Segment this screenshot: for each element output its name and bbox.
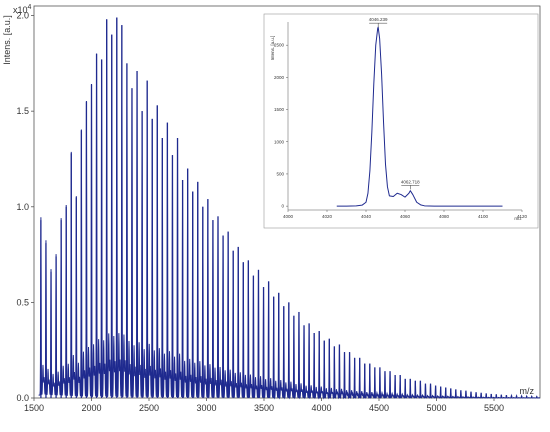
x-tick-label: 2000 — [81, 403, 101, 413]
inset-x-tick-label: 4100 — [478, 214, 489, 219]
x-tick-label: 2500 — [139, 403, 159, 413]
x-tick-label: 3500 — [254, 403, 274, 413]
x-tick-label: 4000 — [311, 403, 331, 413]
y-tick-label: 1.0 — [16, 202, 29, 212]
x-tick-label: 5000 — [426, 403, 446, 413]
inset-x-tick-label: 4040 — [361, 214, 372, 219]
y-tick-label: 0.0 — [16, 393, 29, 403]
y-tick-label: 1.5 — [16, 106, 29, 116]
inset-y-tick-label: 0 — [281, 204, 284, 209]
x-tick-label: 1500 — [24, 403, 44, 413]
inset-y-tick-label: 500 — [276, 171, 284, 176]
y-axis-label: Intens. [a.u.] — [2, 15, 12, 65]
main-spectrum-plot: 0.0 0.5 1.0 1.5 2.0 1500 2000 2500 3000 3500 4000 4… — [2, 4, 541, 413]
y-multiplier: x104 — [13, 4, 32, 15]
peak-annotation-label: 4046.239 — [369, 17, 388, 22]
inset-y-tick-label: 2500 — [274, 43, 285, 48]
inset-x-tick-label: 4120 — [517, 214, 528, 219]
inset-x-tick-label: 4060 — [400, 214, 411, 219]
inset-x-axis-label: m/z — [514, 216, 522, 221]
inset-y-axis-label: Intens. [a.u.] — [270, 36, 275, 61]
inset-y-tick-label: 2000 — [274, 75, 285, 80]
inset-x-tick-label: 4000 — [283, 214, 294, 219]
main-plot-frame — [33, 5, 541, 399]
inset-y-tick-label: 1500 — [274, 107, 285, 112]
x-tick-label: 5500 — [484, 403, 504, 413]
inset-y-tick-label: 1000 — [274, 139, 285, 144]
x-tick-label: 3000 — [196, 403, 216, 413]
inset-frame — [263, 13, 539, 229]
y-tick-label: 0.5 — [16, 297, 29, 307]
inset-spectrum-plot: 0 500 1000 1500 2000 2500 4000 4020 4040 4060 4080… — [263, 13, 539, 229]
inset-x-tick-label: 4020 — [322, 214, 333, 219]
peak-annotation-label: 4062.718 — [401, 179, 420, 184]
y-tick-label: 2.0 — [16, 11, 29, 21]
x-tick-label: 4500 — [369, 403, 389, 413]
inset-spectrum-trace — [336, 26, 503, 207]
x-axis-label: m/z — [520, 386, 535, 396]
inset-x-tick-label: 4080 — [439, 214, 450, 219]
